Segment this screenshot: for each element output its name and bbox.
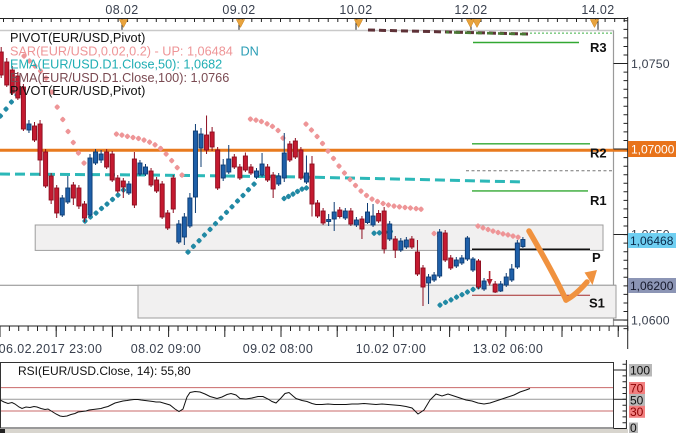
svg-text:SAR(EUR/USD,0.02,0.2) - UP: 1: SAR(EUR/USD,0.02,0.2) - UP: 1,06484 xyxy=(10,44,233,58)
svg-text:10.02 07:00: 10.02 07:00 xyxy=(356,342,426,356)
svg-text:PIVOT(EUR/USD,Pivot): PIVOT(EUR/USD,Pivot) xyxy=(10,31,145,45)
svg-text:09.02 08:00: 09.02 08:00 xyxy=(243,342,313,356)
svg-text:RSI(EUR/USD.Close, 14): 55,80: RSI(EUR/USD.Close, 14): 55,80 xyxy=(18,364,191,378)
svg-text:P: P xyxy=(592,250,601,265)
svg-text:1,07000: 1,07000 xyxy=(631,143,675,157)
svg-text:PIVOT(EUR/USD,Pivot): PIVOT(EUR/USD,Pivot) xyxy=(10,84,145,98)
svg-text:R3: R3 xyxy=(590,40,607,55)
svg-text:09.02: 09.02 xyxy=(222,3,255,17)
svg-text:1,0750: 1,0750 xyxy=(631,57,670,71)
svg-text:08.02 09:00: 08.02 09:00 xyxy=(131,342,201,356)
svg-text:30: 30 xyxy=(630,405,644,419)
svg-text:70: 70 xyxy=(630,382,644,396)
svg-text:100: 100 xyxy=(630,364,650,378)
svg-text:S1: S1 xyxy=(589,296,605,311)
svg-text:13.02 06:00: 13.02 06:00 xyxy=(473,342,543,356)
svg-text:DN: DN xyxy=(241,44,259,58)
svg-text:EMA(EUR/USD.D1.Close,100): 1,0: EMA(EUR/USD.D1.Close,100): 1,0766 xyxy=(10,71,229,85)
svg-text:R2: R2 xyxy=(590,146,607,161)
svg-text:06.02.2017 23:00: 06.02.2017 23:00 xyxy=(0,342,102,356)
svg-text:R1: R1 xyxy=(590,193,607,208)
svg-text:0: 0 xyxy=(630,421,637,433)
svg-text:EMA(EUR/USD.D1.Close,50): 1,06: EMA(EUR/USD.D1.Close,50): 1,0682 xyxy=(10,58,222,72)
svg-text:14.02: 14.02 xyxy=(581,3,614,17)
svg-text:10.02: 10.02 xyxy=(339,3,372,17)
svg-text:1,06468: 1,06468 xyxy=(630,234,674,248)
svg-text:08.02: 08.02 xyxy=(105,3,138,17)
svg-text:1,06200: 1,06200 xyxy=(630,279,674,293)
svg-text:1,0600: 1,0600 xyxy=(631,314,670,328)
svg-text:12.02: 12.02 xyxy=(454,3,487,17)
svg-text:50: 50 xyxy=(630,393,644,407)
